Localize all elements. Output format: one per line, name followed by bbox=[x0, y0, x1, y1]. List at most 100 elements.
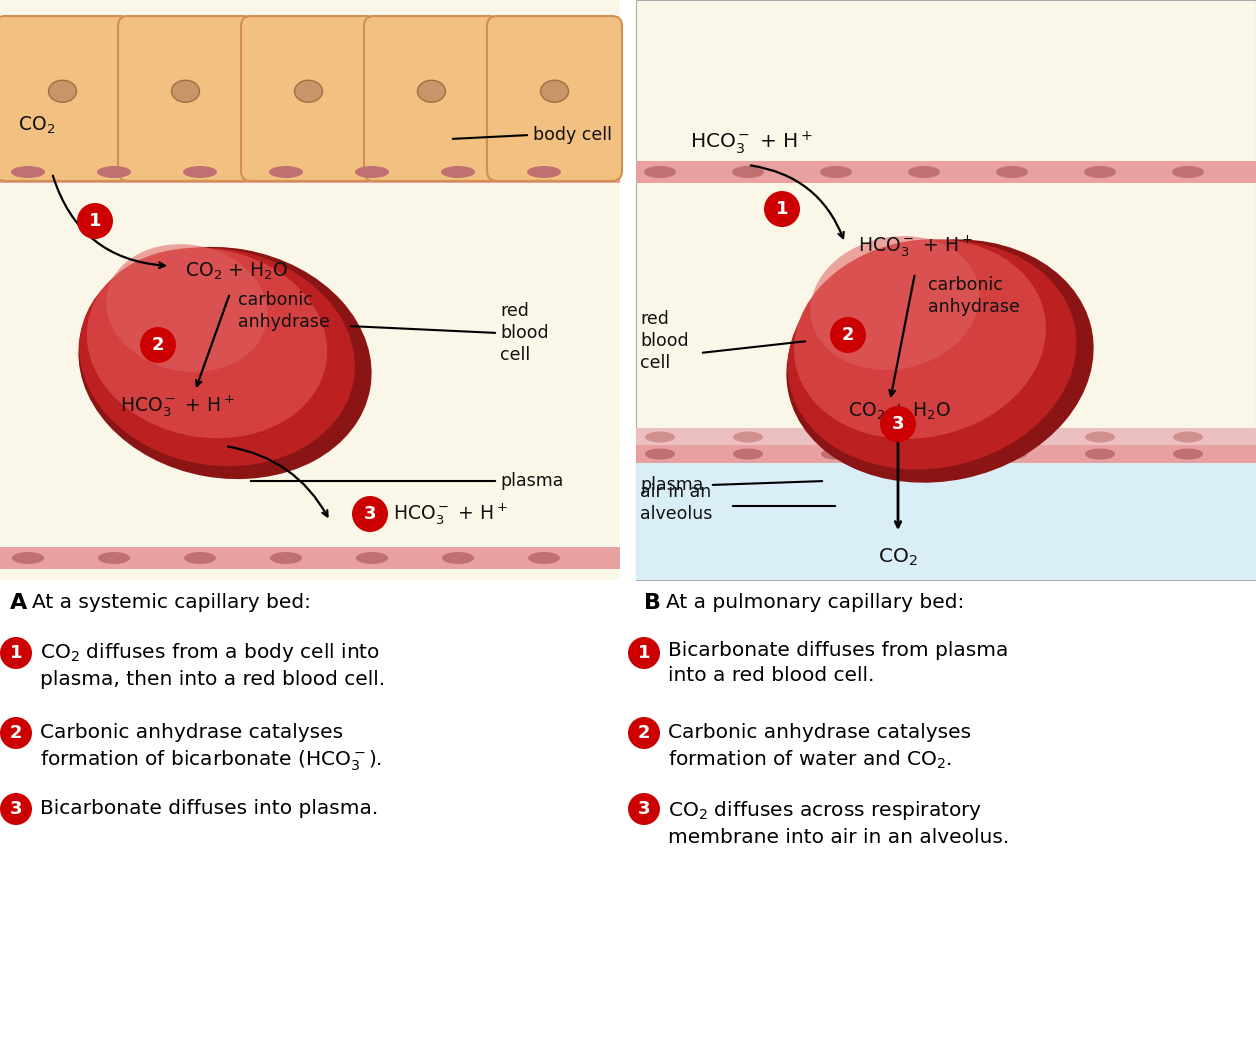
Ellipse shape bbox=[786, 239, 1094, 483]
Text: body cell: body cell bbox=[533, 126, 612, 144]
Ellipse shape bbox=[355, 552, 388, 564]
Text: 3: 3 bbox=[364, 505, 377, 523]
Circle shape bbox=[0, 717, 31, 750]
Bar bbox=[636, 428, 1256, 446]
Ellipse shape bbox=[294, 80, 323, 102]
Ellipse shape bbox=[183, 166, 217, 178]
Ellipse shape bbox=[528, 552, 560, 564]
Bar bbox=[0, 547, 620, 569]
Bar bbox=[636, 0, 1256, 580]
Ellipse shape bbox=[909, 449, 939, 459]
Ellipse shape bbox=[1173, 432, 1203, 442]
Ellipse shape bbox=[820, 166, 852, 178]
Ellipse shape bbox=[1084, 166, 1117, 178]
Ellipse shape bbox=[49, 80, 77, 102]
Ellipse shape bbox=[270, 552, 301, 564]
Text: 2: 2 bbox=[10, 723, 23, 742]
Ellipse shape bbox=[909, 432, 939, 442]
Ellipse shape bbox=[442, 552, 474, 564]
Ellipse shape bbox=[1085, 449, 1115, 459]
Text: 3: 3 bbox=[10, 799, 23, 818]
Ellipse shape bbox=[13, 552, 44, 564]
Text: carbonic
anhydrase: carbonic anhydrase bbox=[237, 290, 330, 331]
FancyBboxPatch shape bbox=[241, 16, 376, 181]
Text: plasma: plasma bbox=[500, 472, 564, 490]
Text: 1: 1 bbox=[638, 644, 651, 662]
Circle shape bbox=[764, 191, 800, 227]
Text: carbonic
anhydrase: carbonic anhydrase bbox=[928, 276, 1020, 316]
Ellipse shape bbox=[528, 166, 561, 178]
Circle shape bbox=[830, 318, 865, 353]
Ellipse shape bbox=[908, 166, 939, 178]
Text: At a systemic capillary bed:: At a systemic capillary bed: bbox=[31, 593, 311, 612]
Text: 2: 2 bbox=[152, 336, 165, 354]
Ellipse shape bbox=[183, 552, 216, 564]
Text: At a pulmonary capillary bed:: At a pulmonary capillary bed: bbox=[666, 593, 965, 612]
Circle shape bbox=[0, 637, 31, 669]
Ellipse shape bbox=[540, 80, 569, 102]
Text: Carbonic anhydrase catalyses
formation of bicarbonate (HCO$_3^-$).: Carbonic anhydrase catalyses formation o… bbox=[40, 723, 382, 773]
FancyBboxPatch shape bbox=[118, 16, 252, 181]
Ellipse shape bbox=[78, 247, 372, 479]
Ellipse shape bbox=[997, 432, 1027, 442]
Text: air in an
alveolus: air in an alveolus bbox=[641, 483, 712, 523]
Text: CO$_2$ diffuses across respiratory
membrane into air in an alveolus.: CO$_2$ diffuses across respiratory membr… bbox=[668, 799, 1010, 847]
Ellipse shape bbox=[107, 245, 268, 372]
Circle shape bbox=[139, 327, 176, 363]
FancyBboxPatch shape bbox=[487, 16, 622, 181]
Circle shape bbox=[628, 717, 659, 750]
Text: red
blood
cell: red blood cell bbox=[641, 310, 688, 373]
Text: HCO$_3^-$ + H$^+$: HCO$_3^-$ + H$^+$ bbox=[393, 501, 507, 527]
Ellipse shape bbox=[1173, 449, 1203, 459]
Circle shape bbox=[628, 793, 659, 826]
Text: Bicarbonate diffuses into plasma.: Bicarbonate diffuses into plasma. bbox=[40, 799, 378, 818]
Text: HCO$_3^-$ + H$^+$: HCO$_3^-$ + H$^+$ bbox=[121, 393, 235, 418]
Ellipse shape bbox=[1172, 166, 1205, 178]
Ellipse shape bbox=[269, 166, 303, 178]
Ellipse shape bbox=[997, 449, 1027, 459]
Ellipse shape bbox=[646, 449, 674, 459]
Bar bbox=[0, 161, 620, 183]
Ellipse shape bbox=[810, 236, 980, 370]
Text: CO$_2$ diffuses from a body cell into
plasma, then into a red blood cell.: CO$_2$ diffuses from a body cell into pl… bbox=[40, 641, 386, 689]
Circle shape bbox=[880, 406, 916, 442]
Text: CO$_2$ + H$_2$O: CO$_2$ + H$_2$O bbox=[848, 401, 951, 422]
Ellipse shape bbox=[355, 166, 389, 178]
Text: HCO$_3^-$ + H$^+$: HCO$_3^-$ + H$^+$ bbox=[858, 233, 973, 259]
Ellipse shape bbox=[734, 432, 762, 442]
Text: 1: 1 bbox=[10, 644, 23, 662]
Ellipse shape bbox=[98, 552, 131, 564]
Ellipse shape bbox=[97, 166, 131, 178]
FancyBboxPatch shape bbox=[364, 16, 499, 181]
Text: CO$_2$: CO$_2$ bbox=[18, 115, 55, 135]
Bar bbox=[0, 0, 620, 580]
Text: 3: 3 bbox=[638, 799, 651, 818]
Ellipse shape bbox=[646, 432, 674, 442]
Ellipse shape bbox=[644, 166, 676, 178]
Ellipse shape bbox=[1085, 432, 1115, 442]
Text: A: A bbox=[10, 593, 28, 613]
Text: 2: 2 bbox=[842, 326, 854, 344]
FancyBboxPatch shape bbox=[0, 16, 131, 181]
Circle shape bbox=[0, 793, 31, 826]
Text: plasma: plasma bbox=[641, 476, 703, 494]
Circle shape bbox=[352, 496, 388, 532]
Text: 1: 1 bbox=[776, 200, 789, 218]
Bar bbox=[636, 450, 1256, 580]
Ellipse shape bbox=[172, 80, 200, 102]
Text: HCO$_3^-$ + H$^+$: HCO$_3^-$ + H$^+$ bbox=[690, 129, 813, 156]
Text: 3: 3 bbox=[892, 415, 904, 433]
Text: 2: 2 bbox=[638, 723, 651, 742]
Ellipse shape bbox=[794, 239, 1046, 439]
Text: red
blood
cell: red blood cell bbox=[500, 302, 549, 364]
Bar bbox=[636, 161, 1256, 183]
Bar bbox=[0, 580, 1256, 1041]
Circle shape bbox=[77, 203, 113, 239]
Text: 1: 1 bbox=[89, 212, 102, 230]
Ellipse shape bbox=[441, 166, 475, 178]
Text: CO$_2$ + H$_2$O: CO$_2$ + H$_2$O bbox=[185, 260, 289, 282]
Ellipse shape bbox=[821, 432, 852, 442]
Ellipse shape bbox=[734, 449, 762, 459]
Ellipse shape bbox=[732, 166, 764, 178]
Text: B: B bbox=[644, 593, 661, 613]
